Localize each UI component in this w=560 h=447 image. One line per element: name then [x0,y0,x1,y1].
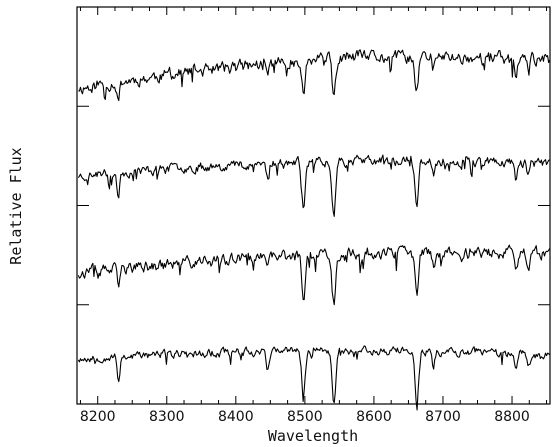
x-tick-label: 8800 [494,409,530,425]
x-tick-label: 8200 [80,409,116,425]
x-ticks: 8200 8300 8400 8500 8600 8700 8800 [80,7,548,425]
y-axis-label: Relative Flux [7,147,25,264]
plot-frame [76,6,551,405]
spectrum-2 [77,154,550,217]
x-axis-label: Wavelength [268,427,358,445]
x-tick-label: 8300 [149,409,185,425]
spectrum-4 [77,345,551,411]
x-tick-label: 8700 [425,409,461,425]
x-tick-label: 8400 [218,409,254,425]
spectrum-1 [78,49,551,102]
y-ticks [77,105,550,306]
x-tick-label: 8600 [356,409,392,425]
spectrum-3 [77,244,551,306]
spectra-series [77,49,551,411]
x-tick-label: 8500 [287,409,323,425]
